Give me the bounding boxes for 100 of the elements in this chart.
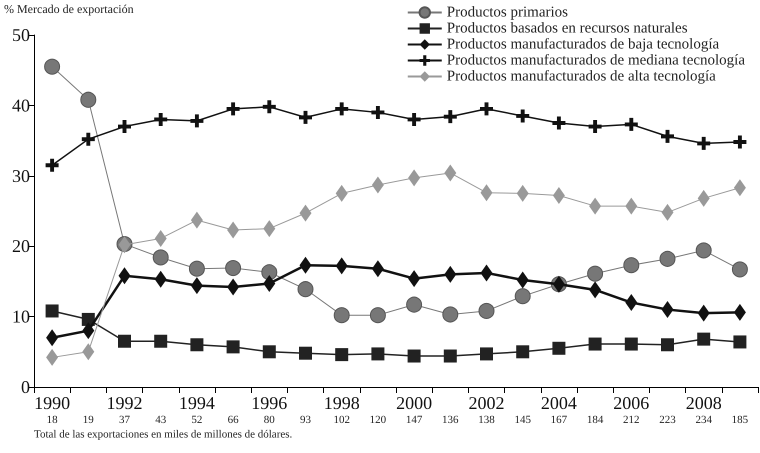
x-tick-label: 66 <box>228 414 240 426</box>
y-tick-label: 10 <box>12 306 30 327</box>
point <box>371 347 384 360</box>
point <box>152 249 169 266</box>
x-tick-label: 2002 138 <box>468 393 504 426</box>
point <box>406 296 422 313</box>
legend-label: Productos manufacturados de mediana tecnología <box>446 52 746 68</box>
point <box>80 92 96 108</box>
point <box>552 342 566 355</box>
point <box>408 270 420 288</box>
point <box>46 158 59 172</box>
point <box>299 346 312 360</box>
point <box>370 307 386 324</box>
x-tick-label: 1994 52 <box>178 393 215 426</box>
x-tick-label: 1990 18 <box>34 393 70 426</box>
x-tick-label: 2008 234 <box>686 393 722 426</box>
x-tick-label: 1992 37 <box>106 393 142 426</box>
point <box>516 109 530 122</box>
point <box>372 260 384 278</box>
point <box>298 281 314 298</box>
point <box>44 58 60 75</box>
x-tick-label: 136 <box>442 414 460 426</box>
point <box>588 120 602 134</box>
x-tick-label: 120 <box>370 414 387 426</box>
y-tick-label: 40 <box>12 95 30 116</box>
point <box>588 338 602 351</box>
point <box>696 242 712 258</box>
point <box>516 345 530 358</box>
point <box>262 345 276 358</box>
point <box>516 184 529 202</box>
y-tick-label: 50 <box>12 25 30 45</box>
point <box>589 281 602 298</box>
point <box>408 112 421 126</box>
point <box>552 187 565 204</box>
point <box>623 257 640 274</box>
point <box>190 277 203 294</box>
point <box>444 110 457 124</box>
y-tick-label: 0 <box>21 377 30 397</box>
point <box>516 271 529 288</box>
point <box>698 190 710 207</box>
x-tick-label: 93 <box>300 414 312 426</box>
legend-label: Productos primarios <box>446 4 568 20</box>
point <box>261 264 278 280</box>
point <box>661 130 674 143</box>
point <box>154 334 168 348</box>
point <box>697 332 710 346</box>
point <box>444 266 456 283</box>
point <box>478 302 494 319</box>
point <box>190 212 203 229</box>
x-tick-label: 43 <box>155 414 167 426</box>
point <box>335 102 348 116</box>
x-tick-label: 2004 167 <box>540 393 577 426</box>
point <box>552 116 566 130</box>
point <box>480 102 493 116</box>
x-tick-label: 185 <box>732 414 749 426</box>
point <box>734 304 746 321</box>
point <box>625 294 638 312</box>
point <box>625 198 638 215</box>
point <box>372 176 384 194</box>
point <box>624 338 638 351</box>
point <box>698 304 710 322</box>
point <box>444 350 457 363</box>
point <box>118 334 131 348</box>
point <box>514 288 531 304</box>
legend-label: Productos manufacturados de alta tecnología <box>446 68 716 84</box>
point <box>46 329 58 346</box>
point <box>336 257 348 274</box>
y-tick-label: 20 <box>12 236 30 256</box>
point <box>227 222 240 239</box>
point <box>697 136 710 150</box>
point <box>299 110 312 124</box>
y-axis-title: % Mercado de exportación <box>4 2 134 16</box>
x-tick-label: 145 <box>514 414 532 426</box>
point <box>733 136 746 149</box>
point <box>190 114 204 128</box>
x-tick-label: 19 <box>82 414 94 426</box>
legend-label: Productos manufacturados de baja tecnología <box>446 36 720 52</box>
point <box>262 100 276 114</box>
point <box>587 266 604 282</box>
point <box>734 179 746 196</box>
point <box>263 220 276 238</box>
point <box>624 118 638 131</box>
point <box>190 338 204 352</box>
x-tick-label: 2006 212 <box>613 393 650 426</box>
point <box>188 260 205 277</box>
point <box>334 307 350 324</box>
point <box>408 169 420 186</box>
x-tick-label: 184 <box>586 414 604 426</box>
x-axis-title: Total de las exportaciones en miles de millones de dólares. <box>34 428 293 440</box>
point <box>82 132 95 146</box>
point <box>154 270 167 288</box>
x-tick-label: 1996 80 <box>251 393 288 426</box>
point <box>263 275 276 292</box>
point <box>154 230 167 247</box>
point <box>480 347 493 360</box>
point <box>442 306 458 322</box>
x-tick-label: 2000 147 <box>396 393 432 426</box>
point <box>660 250 676 267</box>
legend-label: Productos basados en recursos naturales <box>446 20 688 36</box>
point <box>732 261 748 278</box>
